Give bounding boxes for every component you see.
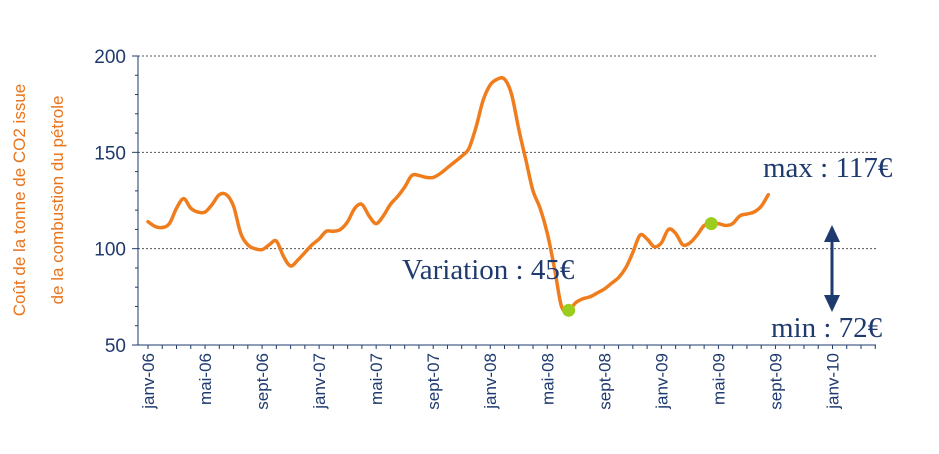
x-tick-label: mai-06 — [196, 353, 215, 405]
y-tick-label: 50 — [105, 336, 126, 357]
series-line — [146, 76, 771, 314]
max-annotation: max : 117€ — [763, 152, 893, 184]
y-tick-label: 200 — [94, 47, 126, 68]
x-tick-label: janv-07 — [310, 353, 329, 410]
x-tick-label: janv-08 — [481, 353, 500, 410]
y-tick-label: 150 — [94, 143, 126, 164]
x-tick-label: mai-09 — [709, 353, 728, 405]
x-tick-label: janv-10 — [823, 353, 842, 410]
x-tick-label: mai-08 — [538, 353, 557, 405]
variation-arrow — [824, 225, 840, 312]
x-axis: janv-06 mai-06 sept-06 janv-07 mai-07 sept-07… — [138, 344, 876, 410]
gridlines — [138, 55, 876, 250]
min-annotation: min : 72€ — [771, 312, 883, 344]
arrow-head-down — [824, 295, 840, 312]
arrow-head-up — [824, 225, 840, 242]
y-axis: 50 100 150 200 — [94, 47, 139, 357]
y-axis-title-line1: Coût de la tonne de CO2 issue — [10, 84, 29, 316]
data-marker — [562, 303, 576, 317]
x-tick-label: sept-09 — [766, 353, 785, 410]
x-tick-label: sept-07 — [424, 353, 443, 410]
variation-annotation: Variation : 45€ — [402, 254, 575, 286]
x-tick-label: janv-09 — [652, 353, 671, 410]
x-tick-label: janv-06 — [139, 353, 158, 410]
data-marker — [704, 217, 718, 231]
y-axis-title-line2: de la combustion du pétrole — [48, 96, 67, 305]
y-tick-label: 100 — [94, 240, 126, 261]
x-tick-label: sept-06 — [253, 353, 272, 410]
x-tick-label: mai-07 — [367, 353, 386, 405]
x-tick-label: sept-08 — [595, 353, 614, 410]
markers — [562, 217, 718, 317]
